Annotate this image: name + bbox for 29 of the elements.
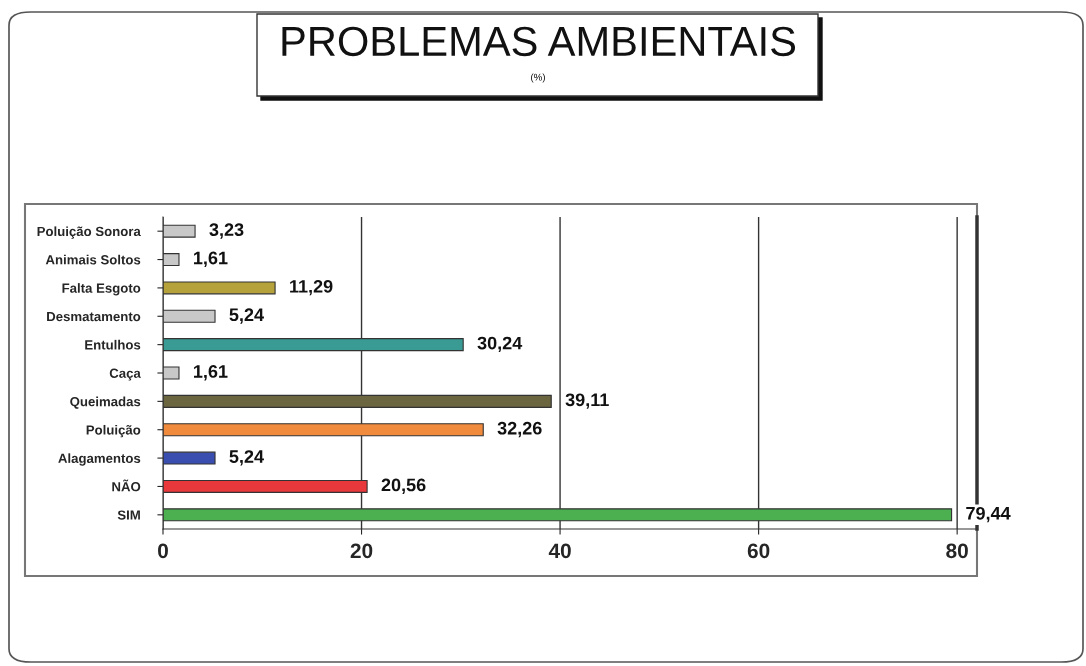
- y-tick-label: SIM: [117, 510, 140, 520]
- y-tick-label: Poluição: [86, 424, 141, 438]
- y-tick-label: Entulhos: [85, 339, 141, 350]
- y-tick-label: NÃO: [112, 479, 141, 492]
- y-tick-label: Queimadas: [70, 396, 141, 409]
- y-tick-label: Falta Esgoto: [62, 283, 141, 296]
- x-tick-label: 20: [350, 543, 373, 559]
- data-label: 1,61: [194, 251, 228, 268]
- data-label: 20,56: [381, 478, 426, 494]
- y-tick-label: Alagamentos: [58, 453, 141, 466]
- y-tick-label: Poluição Sonora: [37, 226, 141, 239]
- y-tick-label: Animais Soltos: [45, 254, 141, 265]
- x-tick-label: 60: [747, 543, 770, 559]
- data-label: 5,24: [229, 450, 264, 466]
- chart-subtitle: (%): [531, 73, 545, 83]
- x-tick-label: 0: [158, 543, 168, 559]
- data-label: 32,26: [497, 421, 542, 438]
- y-tick-label: Desmatamento: [47, 311, 141, 322]
- data-label: 1,61: [194, 365, 228, 381]
- x-tick-label: 80: [946, 543, 968, 559]
- data-label: 11,29: [290, 279, 333, 296]
- data-label: 30,24: [477, 336, 523, 353]
- data-label: 3,23: [209, 223, 244, 239]
- y-tick-label: Caça: [109, 368, 141, 381]
- data-label: 79,44: [966, 506, 1011, 523]
- data-label: 39,11: [565, 393, 609, 409]
- chart-title: PROBLEMAS AMBIENTAIS: [282, 26, 796, 57]
- data-label: 5,24: [229, 308, 264, 324]
- x-tick-label: 40: [548, 543, 571, 559]
